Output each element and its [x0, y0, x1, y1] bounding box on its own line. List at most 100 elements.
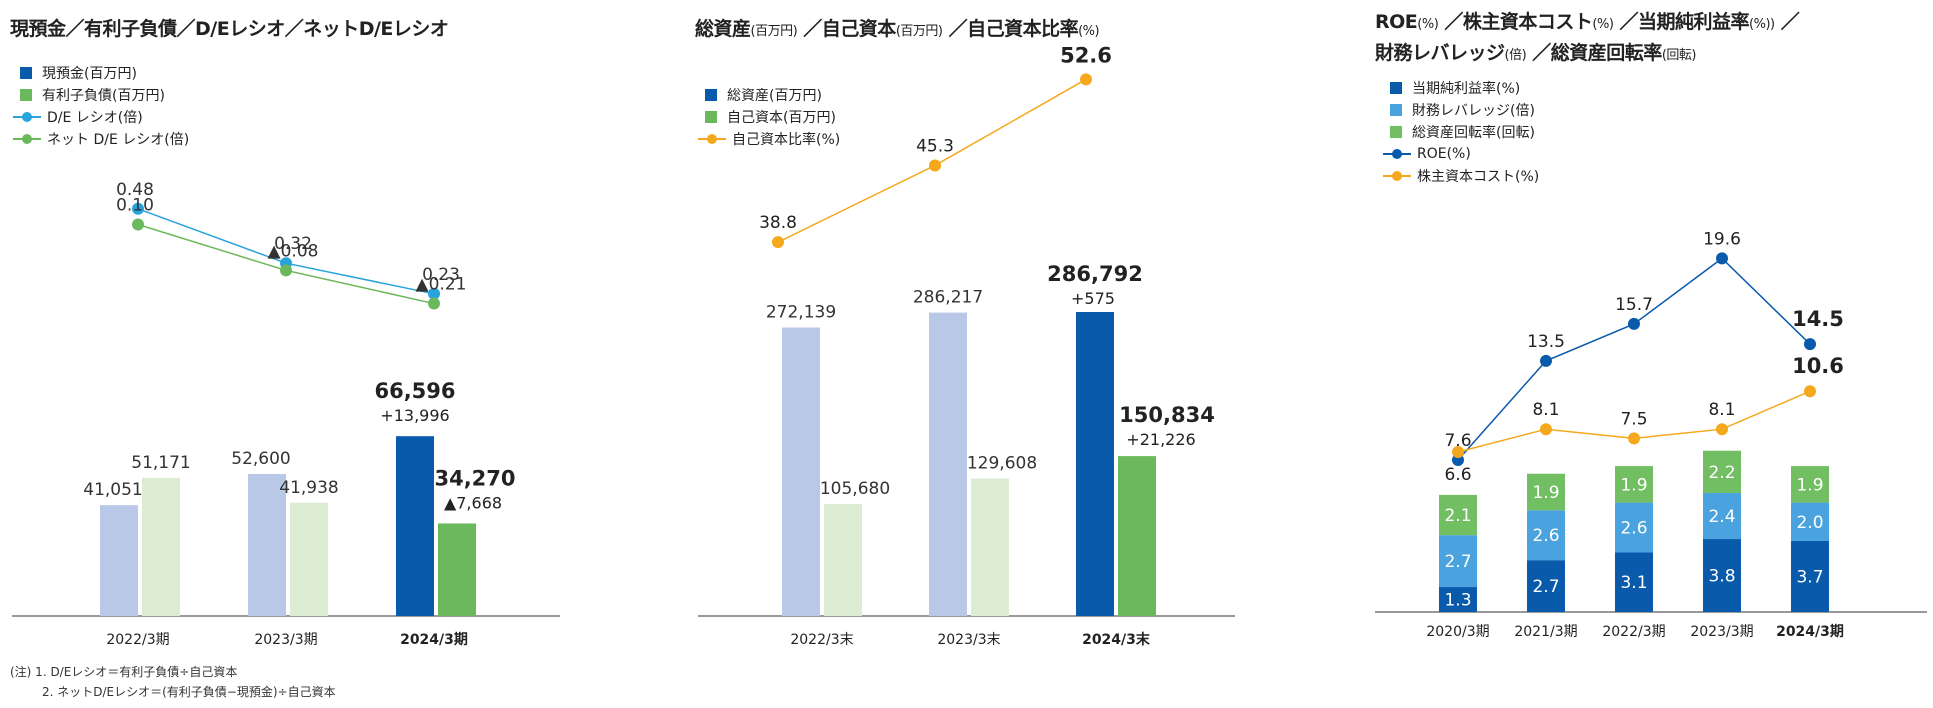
segment-label: 1.9 — [1620, 475, 1647, 495]
legend-item: 総資産(百万円) — [705, 84, 840, 106]
stacked-bar-segment — [1615, 552, 1653, 612]
segment-label: 1.3 — [1444, 591, 1471, 611]
legend-label: 自己資本比率(%) — [732, 132, 841, 148]
point-label: 0.32 — [274, 234, 312, 254]
legend-item: 自己資本比率(%) — [698, 128, 840, 150]
point-label: 6.6 — [1444, 465, 1471, 485]
data-label: 129,608 — [967, 454, 1037, 474]
segment-label: 2.4 — [1708, 507, 1735, 527]
change-label: +13,996 — [380, 406, 449, 425]
title-line-2: 財務レバレッジ(倍) ／総資産回転率(回転) — [1375, 42, 1697, 64]
title-line-1: ROE(%) ／株主資本コスト(%) ／当期純利益率(%)) ／ — [1375, 11, 1800, 33]
line-point — [1540, 354, 1552, 367]
point-label: 45.3 — [916, 136, 954, 156]
legend-label: ネット D/E レシオ(倍) — [47, 132, 190, 148]
legend-label: 有利子負債(百万円) — [42, 88, 165, 104]
series-line — [1457, 257, 1811, 461]
legend-item: 総資産回転率(回転) — [1390, 121, 1539, 143]
stacked-bar-segment — [1791, 502, 1829, 541]
legend-label: 財務レバレッジ(倍) — [1412, 103, 1535, 119]
line-point — [1628, 432, 1640, 445]
legend-label: ROE(%) — [1417, 146, 1471, 162]
line-point — [1716, 423, 1728, 436]
bar — [290, 502, 328, 616]
title-unit: (回転) — [1661, 48, 1697, 63]
data-label: 105,680 — [820, 479, 890, 499]
bar — [100, 505, 138, 616]
point-label: 10.6 — [1792, 354, 1844, 378]
bar — [929, 312, 967, 616]
bar — [438, 523, 476, 616]
bar — [782, 327, 820, 616]
legend-swatch — [1390, 126, 1402, 138]
title-unit: (%) — [1078, 24, 1100, 39]
line-point — [772, 236, 784, 249]
panel-roe: ROE(%) ／株主資本コスト(%) ／当期純利益率(%)) ／ 財務レバレッジ… — [1365, 0, 1933, 708]
x-tick-label: 2021/3期 — [1514, 624, 1577, 640]
point-label: ▲0.08 — [268, 241, 319, 261]
chart1-title: 現預金／有利子負債／D/Eレシオ／ネットD/Eレシオ — [10, 18, 449, 40]
segment-label: 2.7 — [1444, 552, 1471, 572]
legend-swatch — [1390, 82, 1402, 94]
change-label: +575 — [1071, 289, 1115, 308]
stacked-bar-segment — [1615, 502, 1653, 553]
segment-label: 3.8 — [1708, 567, 1735, 587]
line-point — [1628, 317, 1640, 330]
legend-item: 現預金(百万円) — [20, 62, 189, 84]
point-label: 7.5 — [1620, 409, 1647, 429]
bar — [971, 478, 1009, 616]
segment-label: 2.7 — [1532, 577, 1559, 597]
data-label: 41,051 — [83, 480, 142, 500]
line-point — [1716, 252, 1728, 265]
point-label: 13.5 — [1527, 332, 1565, 352]
note-1: (注) 1. D/Eレシオ＝有利子負債÷自己資本 — [10, 665, 238, 679]
title-unit: (倍) — [1504, 48, 1527, 63]
stacked-bar-segment — [1703, 539, 1741, 612]
segment-label: 2.2 — [1708, 463, 1735, 483]
line-point — [1804, 338, 1816, 351]
legend-line-marker — [1383, 148, 1411, 160]
data-label: 286,217 — [913, 288, 983, 308]
x-tick-label: 2024/3期 — [400, 632, 468, 648]
data-label: 34,270 — [434, 466, 515, 490]
title-part: 総資産 — [695, 18, 751, 40]
legend-line-marker — [1383, 170, 1411, 182]
data-label: 150,834 — [1119, 403, 1215, 427]
point-label: 0.48 — [116, 180, 154, 200]
note-2: 2. ネットD/Eレシオ＝(有利子負債−現預金)÷自己資本 — [42, 685, 336, 699]
chart2-svg: 2022/3末 2023/3末 2024/3末 272,139 286,217 286,7… — [698, 43, 1235, 648]
stacked-bar-segment — [1527, 560, 1565, 612]
line-point — [1804, 385, 1816, 398]
chart2-title: 総資産(百万円) ／自己資本(百万円) ／自己資本比率(%) — [695, 18, 1100, 40]
title-part: 自己資本 — [821, 18, 897, 40]
title-part: 総資産回転率 — [1550, 42, 1663, 64]
stacked-bar-segment — [1703, 492, 1741, 540]
bar — [396, 436, 434, 616]
segment-label: 2.6 — [1532, 526, 1559, 546]
point-label: 14.5 — [1792, 307, 1844, 331]
line-point — [1452, 446, 1464, 458]
title-unit: (%) — [1592, 17, 1614, 32]
legend-swatch — [705, 111, 717, 123]
legend-swatch — [1390, 104, 1402, 116]
bar — [142, 477, 180, 616]
point-label: ▲0.21 — [416, 275, 467, 295]
chart3-legend: 当期純利益率(%) 財務レバレッジ(倍) 総資産回転率(回転) ROE(%) 株… — [1383, 77, 1539, 187]
title-unit: (%)) — [1749, 17, 1775, 32]
point-label: 8.1 — [1532, 400, 1559, 420]
point-label: 0.23 — [422, 265, 460, 285]
x-tick-label: 2024/3末 — [1082, 631, 1151, 648]
data-label: 51,171 — [131, 453, 190, 473]
data-label: 272,139 — [766, 303, 836, 323]
bar — [248, 473, 286, 616]
legend-label: 総資産(百万円) — [727, 88, 822, 104]
chart3-svg: 2020/3期 2021/3期 2022/3期 2023/3期 2024/3期 1.3 2.… — [1375, 229, 1927, 640]
panel-assets-equity: 総資産(百万円) ／自己資本(百万円) ／自己資本比率(%) 総資産(百万円) … — [690, 0, 1250, 708]
legend-item: 有利子負債(百万円) — [20, 84, 189, 106]
change-label: +21,226 — [1126, 430, 1195, 449]
legend-label: 総資産回転率(回転) — [1412, 125, 1535, 141]
legend-item: 自己資本(百万円) — [705, 106, 840, 128]
x-tick-label: 2022/3期 — [106, 632, 169, 648]
x-tick-label: 2023/3期 — [1690, 624, 1753, 640]
legend-line-marker — [13, 133, 41, 145]
